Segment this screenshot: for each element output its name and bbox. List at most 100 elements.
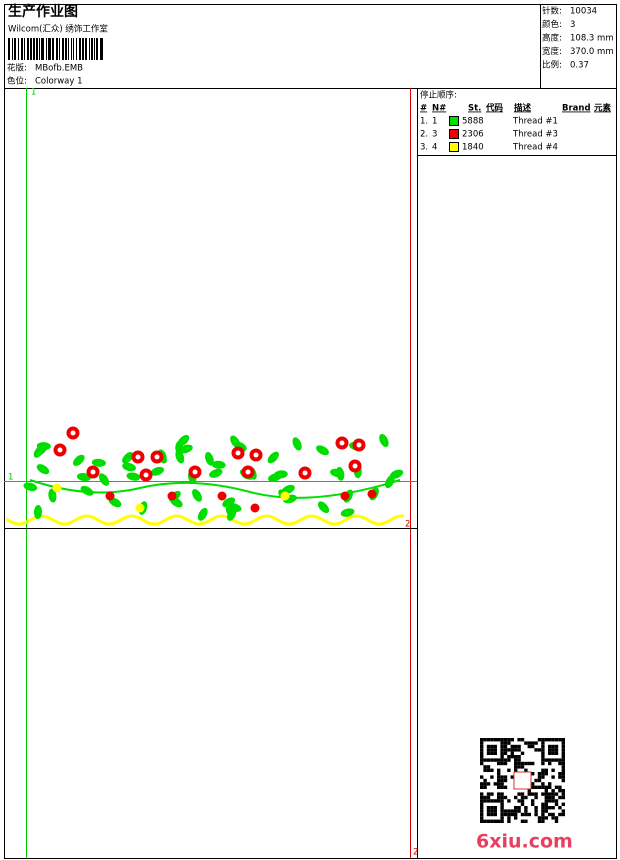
qr-cell xyxy=(493,751,497,755)
qr-cell xyxy=(520,792,525,796)
qr-cell xyxy=(497,772,501,776)
qr-cell xyxy=(531,799,535,803)
qr-cell xyxy=(514,765,518,769)
qr-cell xyxy=(500,792,504,796)
qr-cell xyxy=(524,806,528,810)
qr-cell xyxy=(510,738,514,742)
qr-cell xyxy=(490,792,494,796)
qr-cell xyxy=(561,761,565,766)
qr-cell xyxy=(541,802,545,806)
embroidery-design xyxy=(6,426,405,526)
qr-cell xyxy=(507,812,511,817)
colorway: Colorway 1 xyxy=(35,77,83,87)
qr-cell xyxy=(480,782,484,786)
qr-cell xyxy=(493,809,497,813)
qr-cell xyxy=(541,782,545,786)
qr-cell xyxy=(486,799,491,803)
qr-cell xyxy=(561,812,565,817)
qr-cell xyxy=(558,785,562,789)
qr-cell xyxy=(514,795,518,800)
bar xyxy=(21,38,23,60)
qr-cell xyxy=(490,758,494,762)
qr-cell xyxy=(480,795,484,800)
qr-cell xyxy=(500,799,504,803)
qr-cell xyxy=(507,738,511,742)
qr-cell xyxy=(541,816,545,820)
flower-center xyxy=(57,447,63,453)
flower-center xyxy=(339,440,345,446)
qr-cell xyxy=(554,802,559,806)
qr-cell xyxy=(537,748,542,752)
qr-cell xyxy=(561,795,565,800)
leaf xyxy=(227,503,242,512)
qr-cell xyxy=(541,741,545,745)
qr-cell xyxy=(561,789,565,793)
flower-center xyxy=(302,470,308,476)
qr-cell xyxy=(486,758,491,762)
qr-cell xyxy=(480,744,484,749)
qr-cell xyxy=(480,809,484,813)
qr-cell xyxy=(500,809,504,813)
bar xyxy=(18,38,19,60)
qr-cell xyxy=(561,765,565,769)
qr-cell xyxy=(554,751,559,755)
qr-cell xyxy=(510,755,514,759)
title: 生产作业图 xyxy=(8,3,78,20)
qr-cell xyxy=(500,751,504,755)
qr-cell xyxy=(544,816,548,820)
info-label: 宽度: xyxy=(542,46,562,57)
row-description: Thread #3 xyxy=(512,130,558,140)
qr-cell xyxy=(493,738,497,742)
qr-cell xyxy=(561,741,565,745)
qr-cell xyxy=(524,795,528,800)
row-description: Thread #4 xyxy=(512,143,558,153)
qr-cell xyxy=(544,758,548,762)
leaf xyxy=(179,444,193,454)
qr-cell xyxy=(490,738,494,742)
qr-cell xyxy=(551,758,555,762)
info-value: 0.37 xyxy=(570,61,589,71)
qr-cell xyxy=(548,812,552,817)
qr-cell xyxy=(561,751,565,755)
qr-logo xyxy=(513,771,532,790)
qr-cell xyxy=(486,765,491,769)
qr-cell xyxy=(548,782,552,786)
flower-center xyxy=(70,430,76,436)
qr-cell xyxy=(503,744,508,749)
qr-cell xyxy=(500,785,504,789)
qr-cell xyxy=(497,775,501,779)
qr-cell xyxy=(480,748,484,752)
qr-cell xyxy=(517,755,521,759)
qr-cell xyxy=(544,809,548,813)
qr-cell xyxy=(544,768,548,772)
qr-cell xyxy=(537,738,542,742)
qr-cell xyxy=(541,744,545,749)
qr-cell xyxy=(517,806,521,810)
qr-cell xyxy=(503,751,508,755)
qr-cell xyxy=(527,789,531,793)
bar xyxy=(30,38,32,60)
bar xyxy=(68,38,69,60)
color-swatch xyxy=(449,116,459,126)
row-index: 3. xyxy=(420,143,428,153)
qr-cell xyxy=(480,775,484,779)
qr-cell xyxy=(510,744,514,749)
qr-cell xyxy=(541,748,545,752)
qr-cell xyxy=(500,782,504,786)
qr-cell xyxy=(514,755,518,759)
qr-cell xyxy=(486,809,491,813)
info-value: 10034 xyxy=(570,7,597,17)
leaf xyxy=(292,437,302,451)
leaf xyxy=(211,460,226,469)
qr-cell xyxy=(507,809,511,813)
row-code: 5888 xyxy=(462,117,484,127)
qr-cell xyxy=(534,785,538,789)
qr-cell xyxy=(527,792,531,796)
studio: Wilcom(汇众) 绣饰工作室 xyxy=(8,24,108,35)
qr-cell xyxy=(490,812,494,817)
bar xyxy=(65,38,67,60)
leaf xyxy=(273,470,288,479)
info-value: 3 xyxy=(570,20,575,30)
qr-cell xyxy=(500,812,504,817)
qr-cell xyxy=(486,751,491,755)
